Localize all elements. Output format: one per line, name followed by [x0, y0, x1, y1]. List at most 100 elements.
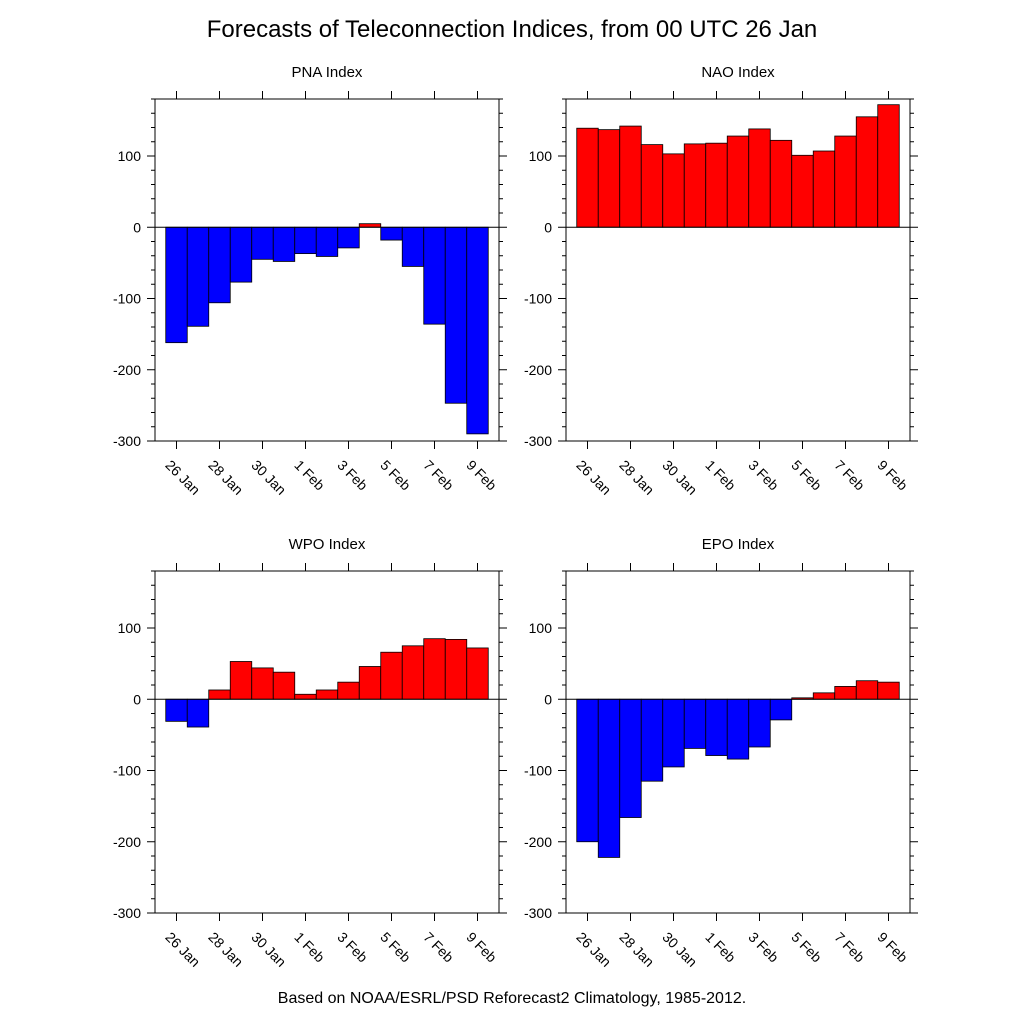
epo-index-ylabel-200: -200: [524, 834, 552, 850]
wpo-index-bar-9-feb: [466, 647, 489, 700]
wpo-index-bar-31-jan: [272, 671, 296, 700]
wpo-index-bar-4-feb: [358, 666, 382, 700]
pna-index-xlabel-3-feb: 3 Feb: [334, 457, 371, 494]
epo-index-xlabel-26-jan: 26 Jan: [573, 929, 614, 970]
nao-index-bar-29-jan: [640, 144, 664, 228]
pna-index-xlabel-1-feb: 1 Feb: [291, 457, 328, 494]
epo-index-bar-8-feb: [855, 680, 879, 700]
nao-index-bar-4-feb: [769, 139, 793, 228]
wpo-index-xlabel-5-feb: 5 Feb: [377, 929, 414, 966]
epo-index-xlabel-7-feb: 7 Feb: [831, 929, 868, 966]
nao-index-xlabel-30-jan: 30 Jan: [659, 457, 700, 498]
nao-index-xlabel-5-feb: 5 Feb: [788, 457, 825, 494]
pna-index-bar-8-feb: [444, 226, 468, 404]
epo-index-bar-29-jan: [640, 698, 664, 782]
wpo-index-bar-3-feb: [337, 681, 360, 700]
nao-index-ylabel-0: 0: [544, 219, 552, 235]
epo-index-xlabel-28-jan: 28 Jan: [616, 929, 657, 970]
epo-index-bar-28-jan: [619, 698, 642, 818]
wpo-index-xlabel-7-feb: 7 Feb: [420, 929, 457, 966]
pna-index-bar-5-feb: [380, 226, 403, 241]
wpo-index-bar-29-jan: [229, 661, 253, 700]
wpo-index-title: WPO Index: [289, 536, 366, 553]
pna-index-bar-30-jan: [251, 226, 274, 260]
wpo-index-bar-26-jan: [165, 698, 188, 722]
nao-index-bar-7-feb: [834, 135, 857, 228]
pna-index-bar-29-jan: [229, 226, 253, 283]
wpo-index-frame: [154, 570, 500, 914]
nao-index-ylabel-300: -300: [524, 433, 552, 449]
wpo-index-bar-1-feb: [294, 693, 317, 700]
wpo-index-ylabel-100: -100: [113, 763, 141, 779]
epo-index-bar-31-jan: [683, 698, 707, 749]
nao-index-bar-5-feb: [791, 154, 814, 228]
nao-index-bar-6-feb: [812, 150, 836, 228]
wpo-index-xlabel-26-jan: 26 Jan: [162, 929, 203, 970]
wpo-index-bar-6-feb: [401, 645, 425, 700]
pna-index-bar-3-feb: [337, 226, 360, 249]
wpo-index-bar-2-feb: [315, 689, 339, 700]
pna-index-ylabel-300: -300: [113, 433, 141, 449]
epo-index-ylabel-100: -100: [524, 763, 552, 779]
wpo-index-ylabel-0: 0: [133, 691, 141, 707]
wpo-index-chart: WPO Index -300 -200 -100 0 100 26 Jan 28 Jan 30 …: [113, 536, 507, 970]
nao-index-bar-9-feb: [877, 104, 900, 228]
nao-index-bar-1-feb: [705, 142, 728, 228]
nao-index-xlabel-28-jan: 28 Jan: [616, 457, 657, 498]
epo-index-bar-4-feb: [769, 698, 793, 721]
wpo-index-xlabel-28-jan: 28 Jan: [205, 929, 246, 970]
nao-index-xlabel-7-feb: 7 Feb: [831, 457, 868, 494]
pna-index-chart: PNA Index -300 -200 -100 0 100 26 Jan 28 Jan 30 …: [113, 64, 507, 498]
epo-index-xlabel-9-feb: 9 Feb: [874, 929, 911, 966]
epo-index-xlabel-1-feb: 1 Feb: [702, 929, 739, 966]
nao-index-bar-8-feb: [855, 116, 879, 228]
wpo-index-xlabel-9-feb: 9 Feb: [463, 929, 500, 966]
epo-index-bar-9-feb: [877, 681, 900, 700]
nao-index-ylabel-100: -100: [524, 291, 552, 307]
epo-index-xlabel-5-feb: 5 Feb: [788, 929, 825, 966]
nao-index-bar-27-jan: [597, 129, 621, 228]
nao-index-chart: NAO Index -300 -200 -100 0 100 26 Jan 28 Jan 30 …: [524, 64, 918, 498]
nao-index-xlabel-26-jan: 26 Jan: [573, 457, 614, 498]
pna-index-bar-9-feb: [466, 226, 489, 435]
wpo-index-bar-8-feb: [444, 639, 468, 700]
pna-index-bar-1-feb: [294, 226, 317, 255]
epo-index-bar-6-feb: [812, 692, 836, 700]
epo-index-xlabel-30-jan: 30 Jan: [659, 929, 700, 970]
nao-index-bar-26-jan: [576, 127, 599, 228]
nao-index-bar-31-jan: [683, 143, 707, 228]
page-title: Forecasts of Teleconnection Indices, fro…: [206, 16, 818, 43]
pna-index-bar-6-feb: [401, 226, 425, 267]
nao-index-xlabel-3-feb: 3 Feb: [745, 457, 782, 494]
nao-index-title: NAO Index: [701, 64, 775, 81]
wpo-index-bar-7-feb: [423, 638, 446, 700]
epo-index-bar-7-feb: [834, 686, 857, 700]
pna-index-ylabel-200: -200: [113, 362, 141, 378]
pna-index-xlabel-5-feb: 5 Feb: [377, 457, 414, 494]
wpo-index-ylabel-300: -300: [113, 905, 141, 921]
wpo-index-bar-30-jan: [251, 667, 274, 700]
pna-index-xlabel-9-feb: 9 Feb: [463, 457, 500, 494]
footer-note: Based on NOAA/ESRL/PSD Reforecast2 Clima…: [277, 990, 747, 1007]
pna-index-bar-31-jan: [272, 226, 296, 262]
wpo-index-xlabel-1-feb: 1 Feb: [291, 929, 328, 966]
wpo-index-xlabel-30-jan: 30 Jan: [248, 929, 289, 970]
wpo-index-ylabel-100: 100: [118, 620, 142, 636]
pna-index-ylabel-0: 0: [133, 219, 141, 235]
nao-index-xlabel-1-feb: 1 Feb: [702, 457, 739, 494]
epo-index-bar-2-feb: [726, 698, 750, 760]
epo-index-title: EPO Index: [702, 536, 775, 553]
pna-index-xlabel-7-feb: 7 Feb: [420, 457, 457, 494]
pna-index-ylabel-100: -100: [113, 291, 141, 307]
nao-index-bar-3-feb: [748, 128, 771, 228]
epo-index-ylabel-100: 100: [529, 620, 553, 636]
epo-index-bar-26-jan: [576, 698, 599, 843]
wpo-index-bar-28-jan: [208, 689, 231, 700]
epo-index-bar-3-feb: [748, 698, 771, 748]
epo-index-ylabel-0: 0: [544, 691, 552, 707]
wpo-index-bar-27-jan: [186, 698, 210, 728]
pna-index-bar-28-jan: [208, 226, 231, 304]
nao-index-ylabel-200: -200: [524, 362, 552, 378]
pna-index-ylabel-100: 100: [118, 148, 142, 164]
